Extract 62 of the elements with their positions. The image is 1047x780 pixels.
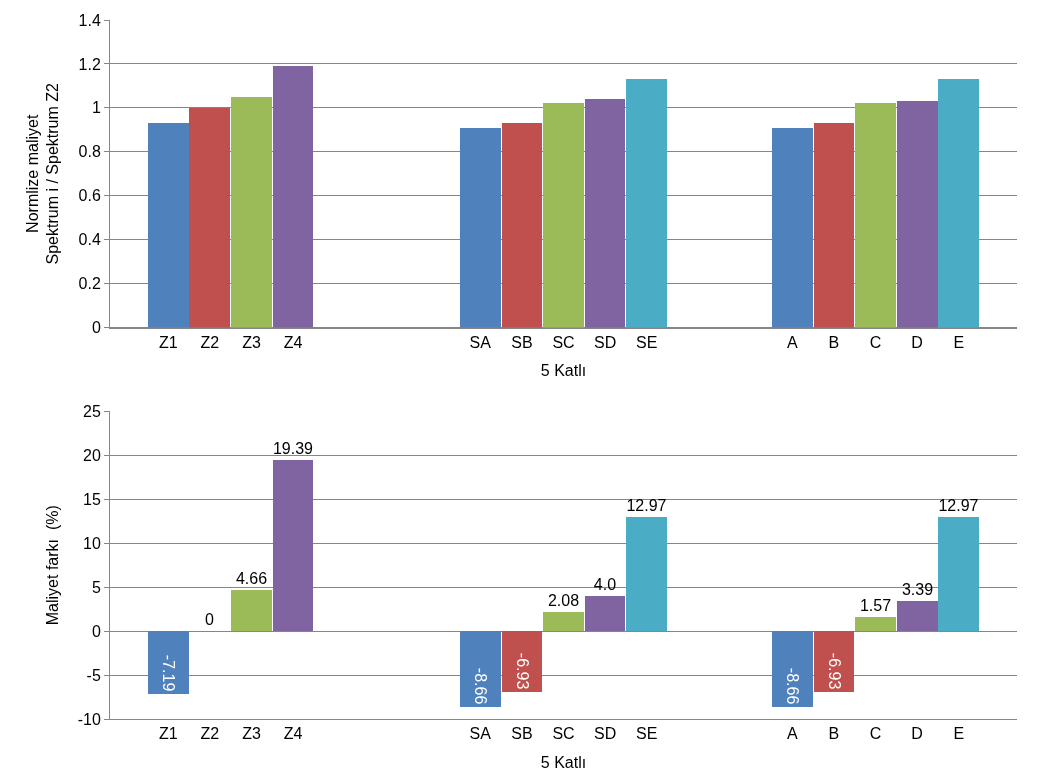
x-tick-label: A [786,725,798,743]
data-label: 12.97 [626,497,667,515]
data-label: 1.57 [859,597,892,615]
x-tick-label: Z2 [200,333,220,351]
data-label: 4.0 [593,576,617,594]
x-tick-label: B [828,725,840,743]
x-axis-title: 5 Katlı [540,362,587,380]
x-axis-title: 5 Katlı [540,753,587,771]
x-tick-label: SE [636,333,658,351]
x-tick-label: D [911,725,923,743]
y-tick-label: 1.4 [78,11,101,29]
x-tick-label: E [953,725,965,743]
y-tick-label: -10 [77,710,101,728]
x-tick-label: SD [593,333,617,351]
data-label: -6.93 [825,652,843,690]
x-tick-label: E [953,333,965,351]
x-tick-label: Z4 [283,333,303,351]
y-tick-label: 0.2 [78,275,101,293]
y-tick-label: 0.4 [78,231,101,249]
y-axis-title: Maliyet farkı (%) [43,505,61,626]
data-label: -8.66 [472,667,489,705]
data-label: 19.39 [272,440,314,458]
x-tick-label: C [869,333,882,351]
x-tick-label: SC [552,725,575,743]
x-tick-label: C [869,725,882,743]
y-tick-label: 0.8 [78,143,101,161]
x-tick-label: Z1 [158,333,178,351]
x-tick-label: Z3 [242,333,261,351]
x-tick-label: SE [636,725,658,743]
data-label: 3.39 [901,581,934,599]
data-label: -6.93 [513,652,531,690]
y-tick-label: 15 [83,490,101,508]
data-label: 4.66 [235,570,268,588]
y-axis-title: Normlize maliyet Spektrum i / Spektrum Z2 [23,82,62,265]
y-tick-label: 1 [91,99,101,117]
data-label: -8.66 [784,667,801,705]
y-tick-label: 10 [83,534,101,552]
y-tick-label: 0 [91,622,101,640]
x-tick-label: SD [593,725,617,743]
y-tick-label: 20 [83,446,101,464]
x-tick-label: A [786,333,798,351]
x-tick-label: SB [511,725,533,743]
y-tick-label: 25 [83,403,101,421]
y-tick-label: -5 [86,666,101,684]
data-label: 0 [205,611,214,629]
data-label: 2.08 [547,592,580,610]
x-tick-label: B [828,333,840,351]
x-tick-label: SA [469,725,492,743]
x-tick-label: SC [552,333,575,351]
x-tick-label: Z2 [200,725,220,743]
x-tick-label: SA [469,333,492,351]
x-tick-label: D [911,333,923,351]
x-tick-label: Z1 [158,725,178,743]
y-tick-label: 0.6 [78,187,101,205]
x-tick-label: SB [511,333,533,351]
y-tick-label: 0 [91,319,101,337]
y-tick-label: 5 [91,578,101,596]
data-label: -7.19 [160,654,177,692]
y-tick-label: 1.2 [78,55,101,73]
data-label: 12.97 [938,497,979,515]
x-tick-label: Z3 [242,725,261,743]
x-tick-label: Z4 [283,725,303,743]
